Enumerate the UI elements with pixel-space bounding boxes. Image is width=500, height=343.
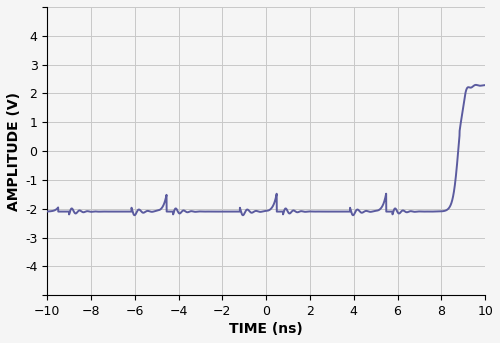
X-axis label: TIME (ns): TIME (ns) [230,322,303,336]
Y-axis label: AMPLITUDE (V): AMPLITUDE (V) [7,92,21,211]
